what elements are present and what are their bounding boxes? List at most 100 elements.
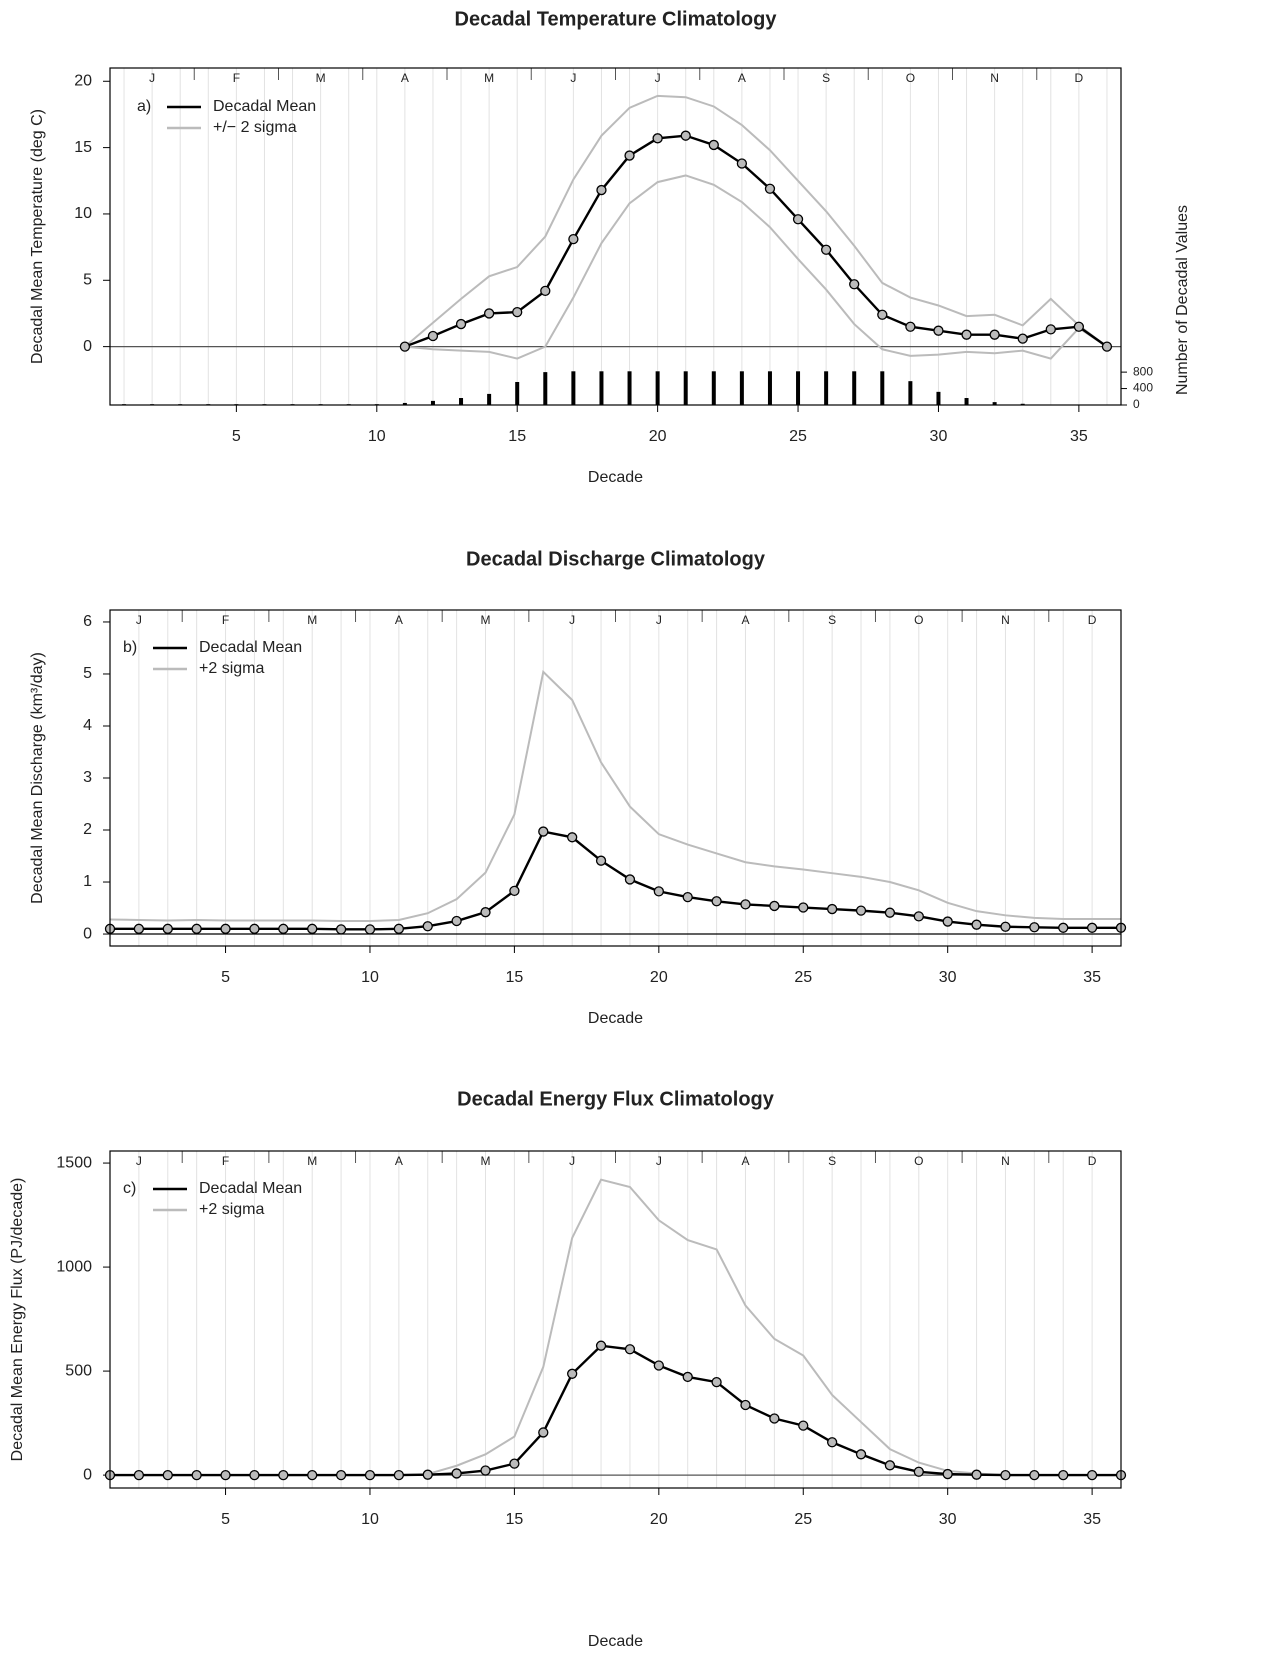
data-point (595, 855, 607, 866)
data-point (653, 886, 664, 897)
panel-label: a) (137, 98, 151, 115)
y-tick-label: 6 (83, 613, 92, 630)
y-tick-label: 15 (74, 139, 92, 156)
data-point (961, 329, 972, 340)
data-point (913, 911, 924, 922)
data-point (364, 924, 376, 935)
data-point (971, 1469, 982, 1480)
data-point (480, 1465, 491, 1476)
panel-label: b) (123, 639, 137, 656)
count-bar (402, 402, 407, 405)
month-label: D (1088, 1154, 1097, 1168)
data-point (624, 874, 636, 885)
month-label: J (656, 613, 662, 627)
series-line (109, 669, 1121, 923)
month-label: D (1088, 613, 1097, 627)
data-point (540, 285, 551, 297)
plot-frame (109, 609, 1122, 947)
data-point (1000, 1469, 1011, 1481)
data-point (682, 1371, 693, 1383)
x-tick-label: 5 (221, 969, 230, 986)
legend-label: +/− 2 sigma (213, 119, 297, 136)
count-bar (964, 398, 969, 405)
month-label: F (222, 1154, 229, 1168)
plot-frame (109, 1150, 1122, 1489)
data-point (652, 133, 663, 144)
y-tick-label: 0 (83, 338, 92, 355)
data-point (278, 1469, 289, 1481)
x-tick-label: 15 (506, 1511, 524, 1528)
x-tick-label: 5 (232, 428, 241, 445)
x-tick-label: 15 (508, 428, 526, 445)
x-axis-label: Decade (588, 1633, 643, 1650)
legend-label: Decadal Mean (213, 98, 316, 115)
count-bar (1020, 403, 1025, 405)
data-point (483, 308, 495, 319)
data-point (942, 1468, 953, 1480)
month-label: A (395, 613, 403, 627)
data-point (568, 234, 579, 245)
x-tick-label: 30 (930, 428, 948, 445)
series-line-lower (404, 174, 1108, 360)
month-label: O (914, 613, 923, 627)
data-point (278, 923, 289, 934)
data-point (798, 1420, 809, 1431)
x-tick-label: 30 (939, 1511, 957, 1528)
month-label: O (914, 1154, 923, 1168)
data-point (933, 325, 944, 336)
data-point (849, 279, 860, 290)
month-label: J (655, 71, 661, 85)
month-label: M (481, 613, 491, 627)
chart-title: Decadal Discharge Climatology (466, 548, 766, 570)
month-label: J (570, 71, 576, 85)
data-point (1058, 922, 1069, 933)
chart-title: Decadal Energy Flux Climatology (457, 1088, 775, 1110)
data-point (764, 183, 776, 194)
y-tick-label: 1500 (56, 1154, 92, 1171)
y-tick-label: 10 (74, 205, 92, 222)
month-label: A (741, 613, 749, 627)
data-point (1000, 921, 1011, 932)
y-tick-label: 0 (83, 1466, 92, 1483)
x-tick-label: 20 (649, 428, 667, 445)
y-axis-label: Decadal Mean Temperature (deg C) (29, 109, 46, 364)
x-tick-label: 25 (794, 1511, 812, 1528)
y-axis-label: Decadal Mean Discharge (km³/day) (29, 652, 46, 904)
legend-label: +2 sigma (199, 660, 264, 677)
x-tick-label: 25 (789, 428, 807, 445)
data-point (877, 309, 888, 320)
data-point (133, 923, 145, 934)
data-point (792, 214, 804, 225)
y2-tick-label: 0 (1133, 397, 1140, 411)
month-label: S (828, 613, 836, 627)
y-tick-label: 0 (83, 925, 92, 942)
data-point (422, 921, 433, 932)
count-bar (487, 393, 492, 405)
x-tick-label: 10 (368, 428, 386, 445)
data-point (538, 826, 549, 837)
month-label: A (741, 1154, 749, 1168)
legend-label: +2 sigma (199, 1201, 264, 1218)
data-point (1086, 1469, 1098, 1481)
count-bar (459, 398, 464, 405)
count-bar (992, 402, 997, 405)
count-bar (655, 371, 660, 405)
count-bar (571, 371, 576, 405)
data-point (455, 318, 467, 330)
y2-tick-label: 400 (1133, 381, 1153, 395)
month-label: N (1001, 1154, 1010, 1168)
x-tick-label: 15 (506, 969, 524, 986)
count-bar (627, 371, 632, 405)
month-label: M (484, 71, 494, 85)
data-point (538, 1427, 549, 1438)
data-point (249, 923, 260, 934)
x-axis-label: Decade (588, 469, 643, 486)
data-point (393, 1469, 405, 1481)
legend-label: Decadal Mean (199, 1180, 302, 1197)
data-point (826, 903, 838, 915)
data-point (191, 1469, 202, 1481)
data-point (884, 1460, 896, 1471)
month-label: F (222, 613, 229, 627)
month-label: N (1001, 613, 1010, 627)
data-point (220, 1469, 231, 1481)
